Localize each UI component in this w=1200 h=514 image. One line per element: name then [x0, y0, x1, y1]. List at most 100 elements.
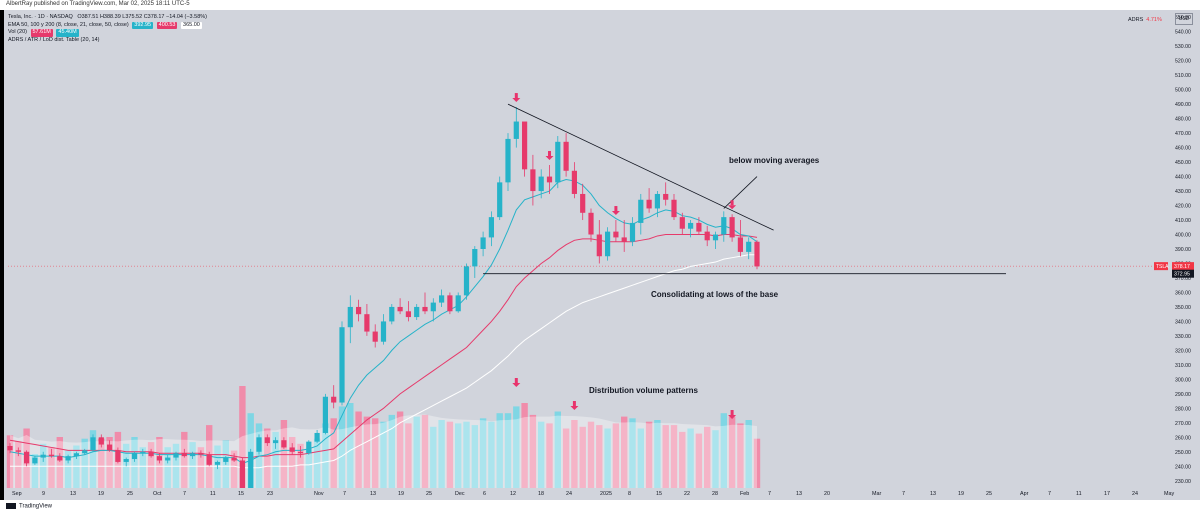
x-tick-label: 13: [70, 491, 76, 497]
candle-body: [729, 217, 735, 238]
y-tick-label: 320.00: [1175, 348, 1191, 354]
down-arrow-icon: [512, 93, 521, 103]
down-arrow-icon: [728, 200, 737, 210]
candle: [472, 246, 478, 278]
candle: [32, 456, 38, 465]
candle-body: [231, 457, 237, 461]
candle-body: [131, 453, 138, 460]
candle: [389, 304, 395, 325]
y-axis: 230.00 240.00 250.00 260.00 270.00 280.00 290.…: [1154, 10, 1200, 490]
volume-arrow-icon: [512, 378, 521, 387]
volume-bar: [264, 428, 271, 488]
down-arrow-icon: [545, 150, 554, 160]
candle: [322, 393, 328, 435]
candle: [40, 451, 46, 462]
volume-bar: [272, 431, 279, 488]
candle-body: [256, 437, 262, 452]
legend-vol-row[interactable]: Vol (20) 57.61M 45.40M: [8, 29, 207, 37]
legend-symbol-row[interactable]: Tesla, Inc. · 1D · NASDAQ O387.51 H388.3…: [8, 14, 207, 22]
candle: [605, 227, 611, 261]
candle: [629, 217, 636, 247]
chart-area[interactable]: [4, 0, 1200, 500]
x-tick-label: 7: [183, 491, 186, 497]
candle-body: [73, 453, 79, 457]
ema-value-2: 400.53: [156, 21, 178, 29]
candle-body: [596, 234, 602, 257]
candle: [248, 448, 254, 496]
candle-body: [281, 440, 287, 448]
candle-body: [654, 193, 660, 209]
adrs-label: ADRS: [1128, 17, 1144, 23]
volume-bar: [562, 428, 570, 488]
arrow-shaft: [514, 93, 518, 99]
volume-bar: [579, 426, 586, 488]
candle-body: [181, 453, 187, 457]
candle: [538, 169, 544, 199]
volume-bar: [355, 411, 362, 488]
candle: [737, 220, 743, 257]
volume-bar: [31, 454, 39, 488]
y-tick-label: 310.00: [1175, 363, 1191, 369]
candle-body: [530, 169, 536, 192]
y-tick-label: 460.00: [1175, 146, 1191, 152]
volume-bar: [363, 416, 371, 488]
annotations: below moving averages Consolidating at lo…: [589, 156, 820, 395]
volume-bar: [720, 413, 727, 488]
y-tick-label: 530.00: [1175, 44, 1191, 50]
y-tick-label: 480.00: [1175, 117, 1191, 123]
candle-body: [223, 457, 229, 462]
candle: [223, 456, 229, 465]
candle: [721, 211, 727, 242]
legend-symbol: Tesla, Inc. · 1D · NASDAQ: [8, 14, 73, 20]
candle: [165, 454, 171, 464]
candle: [405, 301, 411, 322]
volume-bar: [662, 425, 669, 488]
candle-body: [497, 182, 503, 218]
currency-button[interactable]: USD: [1175, 13, 1193, 25]
volume-bar: [728, 416, 736, 488]
symbol-tag-text: TSLA: [1156, 264, 1169, 270]
annotation-pointer-line: [723, 176, 758, 209]
candle: [638, 193, 644, 235]
candle-body: [123, 459, 129, 462]
volume-bar: [687, 428, 694, 488]
candle: [256, 434, 262, 455]
candle: [123, 457, 129, 467]
candle: [571, 162, 577, 199]
candle: [297, 445, 304, 458]
volume-bar: [446, 421, 454, 488]
volume-arrow-icon: [728, 410, 737, 419]
candle-body: [422, 306, 428, 312]
candle-body: [331, 396, 337, 403]
x-tick-label: 25: [127, 491, 133, 497]
x-tick-label: Mar: [872, 491, 881, 497]
candle: [696, 217, 702, 235]
tradingview-logo[interactable]: TradingView: [6, 503, 52, 510]
candle: [754, 240, 760, 270]
x-tick-label: 15: [238, 491, 244, 497]
volume-bar: [81, 438, 88, 488]
candle: [98, 434, 104, 448]
legend-table-row[interactable]: ADRS / ATR / LoD dist. Table (20, 14): [8, 37, 207, 45]
x-tick-label: 9: [42, 491, 45, 497]
footer: TradingView: [0, 500, 1200, 514]
brand-text: TradingView: [19, 503, 53, 510]
candle: [380, 314, 387, 345]
symbol-tag: [1154, 262, 1168, 271]
x-tick-label: 7: [902, 491, 905, 497]
ema-200-line: [10, 254, 757, 469]
legend-ema-row[interactable]: EMA 50, 100 y 200 (8, close, 21, close, …: [8, 21, 207, 29]
candle: [588, 208, 594, 242]
volume-bar: [56, 437, 63, 488]
candle: [663, 182, 669, 206]
candle: [131, 451, 138, 462]
volume-bar: [230, 450, 238, 488]
candle: [522, 121, 528, 177]
x-tick-label: 6: [483, 491, 486, 497]
x-tick-label: 8: [628, 491, 631, 497]
volume-bar: [546, 423, 553, 488]
candle: [140, 448, 146, 457]
y-tick-label: 430.00: [1175, 189, 1191, 195]
candle-body: [190, 453, 196, 457]
